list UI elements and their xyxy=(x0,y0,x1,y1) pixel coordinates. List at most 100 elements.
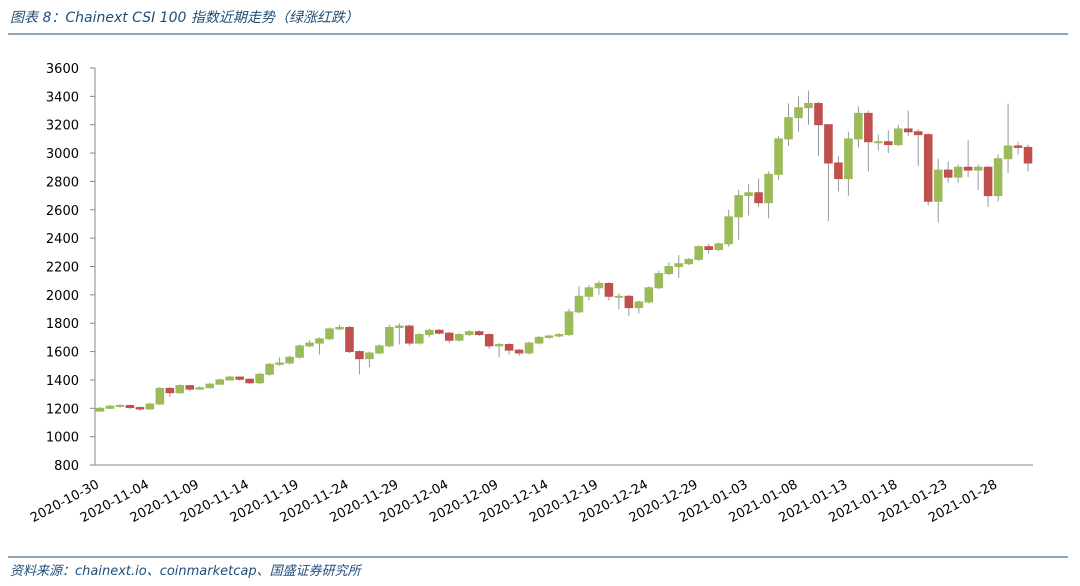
candle-body xyxy=(734,195,743,218)
candle-body xyxy=(854,112,863,140)
y-tick-label: 1200 xyxy=(46,402,79,417)
candle-body xyxy=(804,102,813,109)
candle-body xyxy=(654,273,664,289)
candle-body xyxy=(524,342,534,354)
candle-body xyxy=(195,387,205,390)
candle-body xyxy=(115,404,125,407)
candle-body xyxy=(534,336,544,344)
y-tick-label: 800 xyxy=(54,459,79,474)
y-tick-label: 1800 xyxy=(46,317,79,332)
candle-body xyxy=(175,385,185,394)
candle-body xyxy=(135,407,145,410)
candle-body xyxy=(275,362,284,365)
y-tick-label: 1000 xyxy=(46,431,79,446)
candle-body xyxy=(933,169,943,202)
candle-body xyxy=(235,376,244,380)
candle-body xyxy=(494,343,504,347)
candle-body xyxy=(684,258,694,265)
candle-body xyxy=(923,134,933,202)
y-tick-label: 2200 xyxy=(46,261,79,276)
candle-body xyxy=(514,349,524,354)
y-tick-label: 2400 xyxy=(46,232,79,247)
candle-body xyxy=(345,326,354,353)
candle-body xyxy=(754,192,763,204)
candle-body xyxy=(405,325,414,344)
candle-body xyxy=(365,352,374,360)
candle-body xyxy=(953,166,963,178)
candle-body xyxy=(1023,146,1033,164)
candle-body xyxy=(564,311,574,336)
candle-body xyxy=(245,378,254,384)
candle-body xyxy=(794,107,803,119)
candle-body xyxy=(1013,145,1023,148)
y-tick-label: 2000 xyxy=(46,289,79,304)
candle-body xyxy=(464,331,474,336)
candle-body xyxy=(644,287,654,303)
candle-body xyxy=(744,192,753,197)
candle-body xyxy=(614,295,624,298)
candle-body xyxy=(634,301,644,309)
candle-body xyxy=(824,124,833,164)
candle-body xyxy=(594,283,604,289)
candle-body xyxy=(444,332,454,341)
candle-body xyxy=(145,403,155,410)
candle-body xyxy=(554,334,564,337)
candle-body xyxy=(504,343,514,351)
candle-body xyxy=(884,141,893,146)
candle-body xyxy=(95,407,105,412)
candle-body xyxy=(265,363,274,375)
candle-body xyxy=(844,138,853,180)
candle-body xyxy=(285,356,294,364)
candle-body xyxy=(355,351,364,360)
chart-title: 图表 8：Chainext CSI 100 指数近期走势（绿涨红跌） xyxy=(10,10,359,26)
candle-body xyxy=(484,334,494,347)
candle-body xyxy=(225,376,235,381)
candle-body xyxy=(415,334,424,344)
candle-body xyxy=(714,243,723,250)
candle-body xyxy=(375,345,384,354)
candle-body xyxy=(325,328,334,340)
candle-body xyxy=(864,112,873,143)
candle-body xyxy=(385,326,394,347)
candle-body xyxy=(584,287,594,297)
candle-body xyxy=(943,169,953,178)
y-tick-label: 1600 xyxy=(46,346,79,361)
candle-body xyxy=(454,334,464,341)
candle-body xyxy=(255,373,264,384)
candle-body xyxy=(215,379,225,385)
candle-body xyxy=(913,131,923,136)
candle-body xyxy=(424,329,434,336)
candle-body xyxy=(774,138,783,175)
y-tick-label: 2800 xyxy=(46,175,79,190)
candle-body xyxy=(963,166,973,171)
candle-body xyxy=(295,345,304,358)
candle-body xyxy=(993,158,1003,197)
candle-body xyxy=(834,162,843,180)
candle-body xyxy=(315,338,324,344)
candle-body xyxy=(874,141,883,144)
candle-body xyxy=(1003,145,1013,160)
candle-body xyxy=(544,335,554,338)
y-tick-label: 3000 xyxy=(46,147,79,162)
candle-body xyxy=(125,404,135,409)
candle-body xyxy=(305,342,314,347)
candle-body xyxy=(704,246,713,250)
candle-body xyxy=(973,166,983,171)
candle-body xyxy=(724,216,733,245)
candle-body xyxy=(105,405,115,409)
candle-body xyxy=(434,329,444,334)
candle-body xyxy=(165,387,175,394)
candle-body xyxy=(574,295,584,313)
candle-body xyxy=(983,166,993,197)
candle-body xyxy=(604,283,614,297)
candle-body xyxy=(335,326,344,330)
candle-body xyxy=(764,173,773,204)
candle-body xyxy=(903,128,913,133)
y-tick-label: 3600 xyxy=(46,62,79,77)
candle-body xyxy=(185,385,195,390)
y-tick-label: 1400 xyxy=(46,374,79,389)
candle-body xyxy=(474,331,484,336)
source-note: 资料来源：chainext.io、coinmarketcap、国盛证券研究所 xyxy=(10,563,363,579)
candle-body xyxy=(893,128,903,146)
